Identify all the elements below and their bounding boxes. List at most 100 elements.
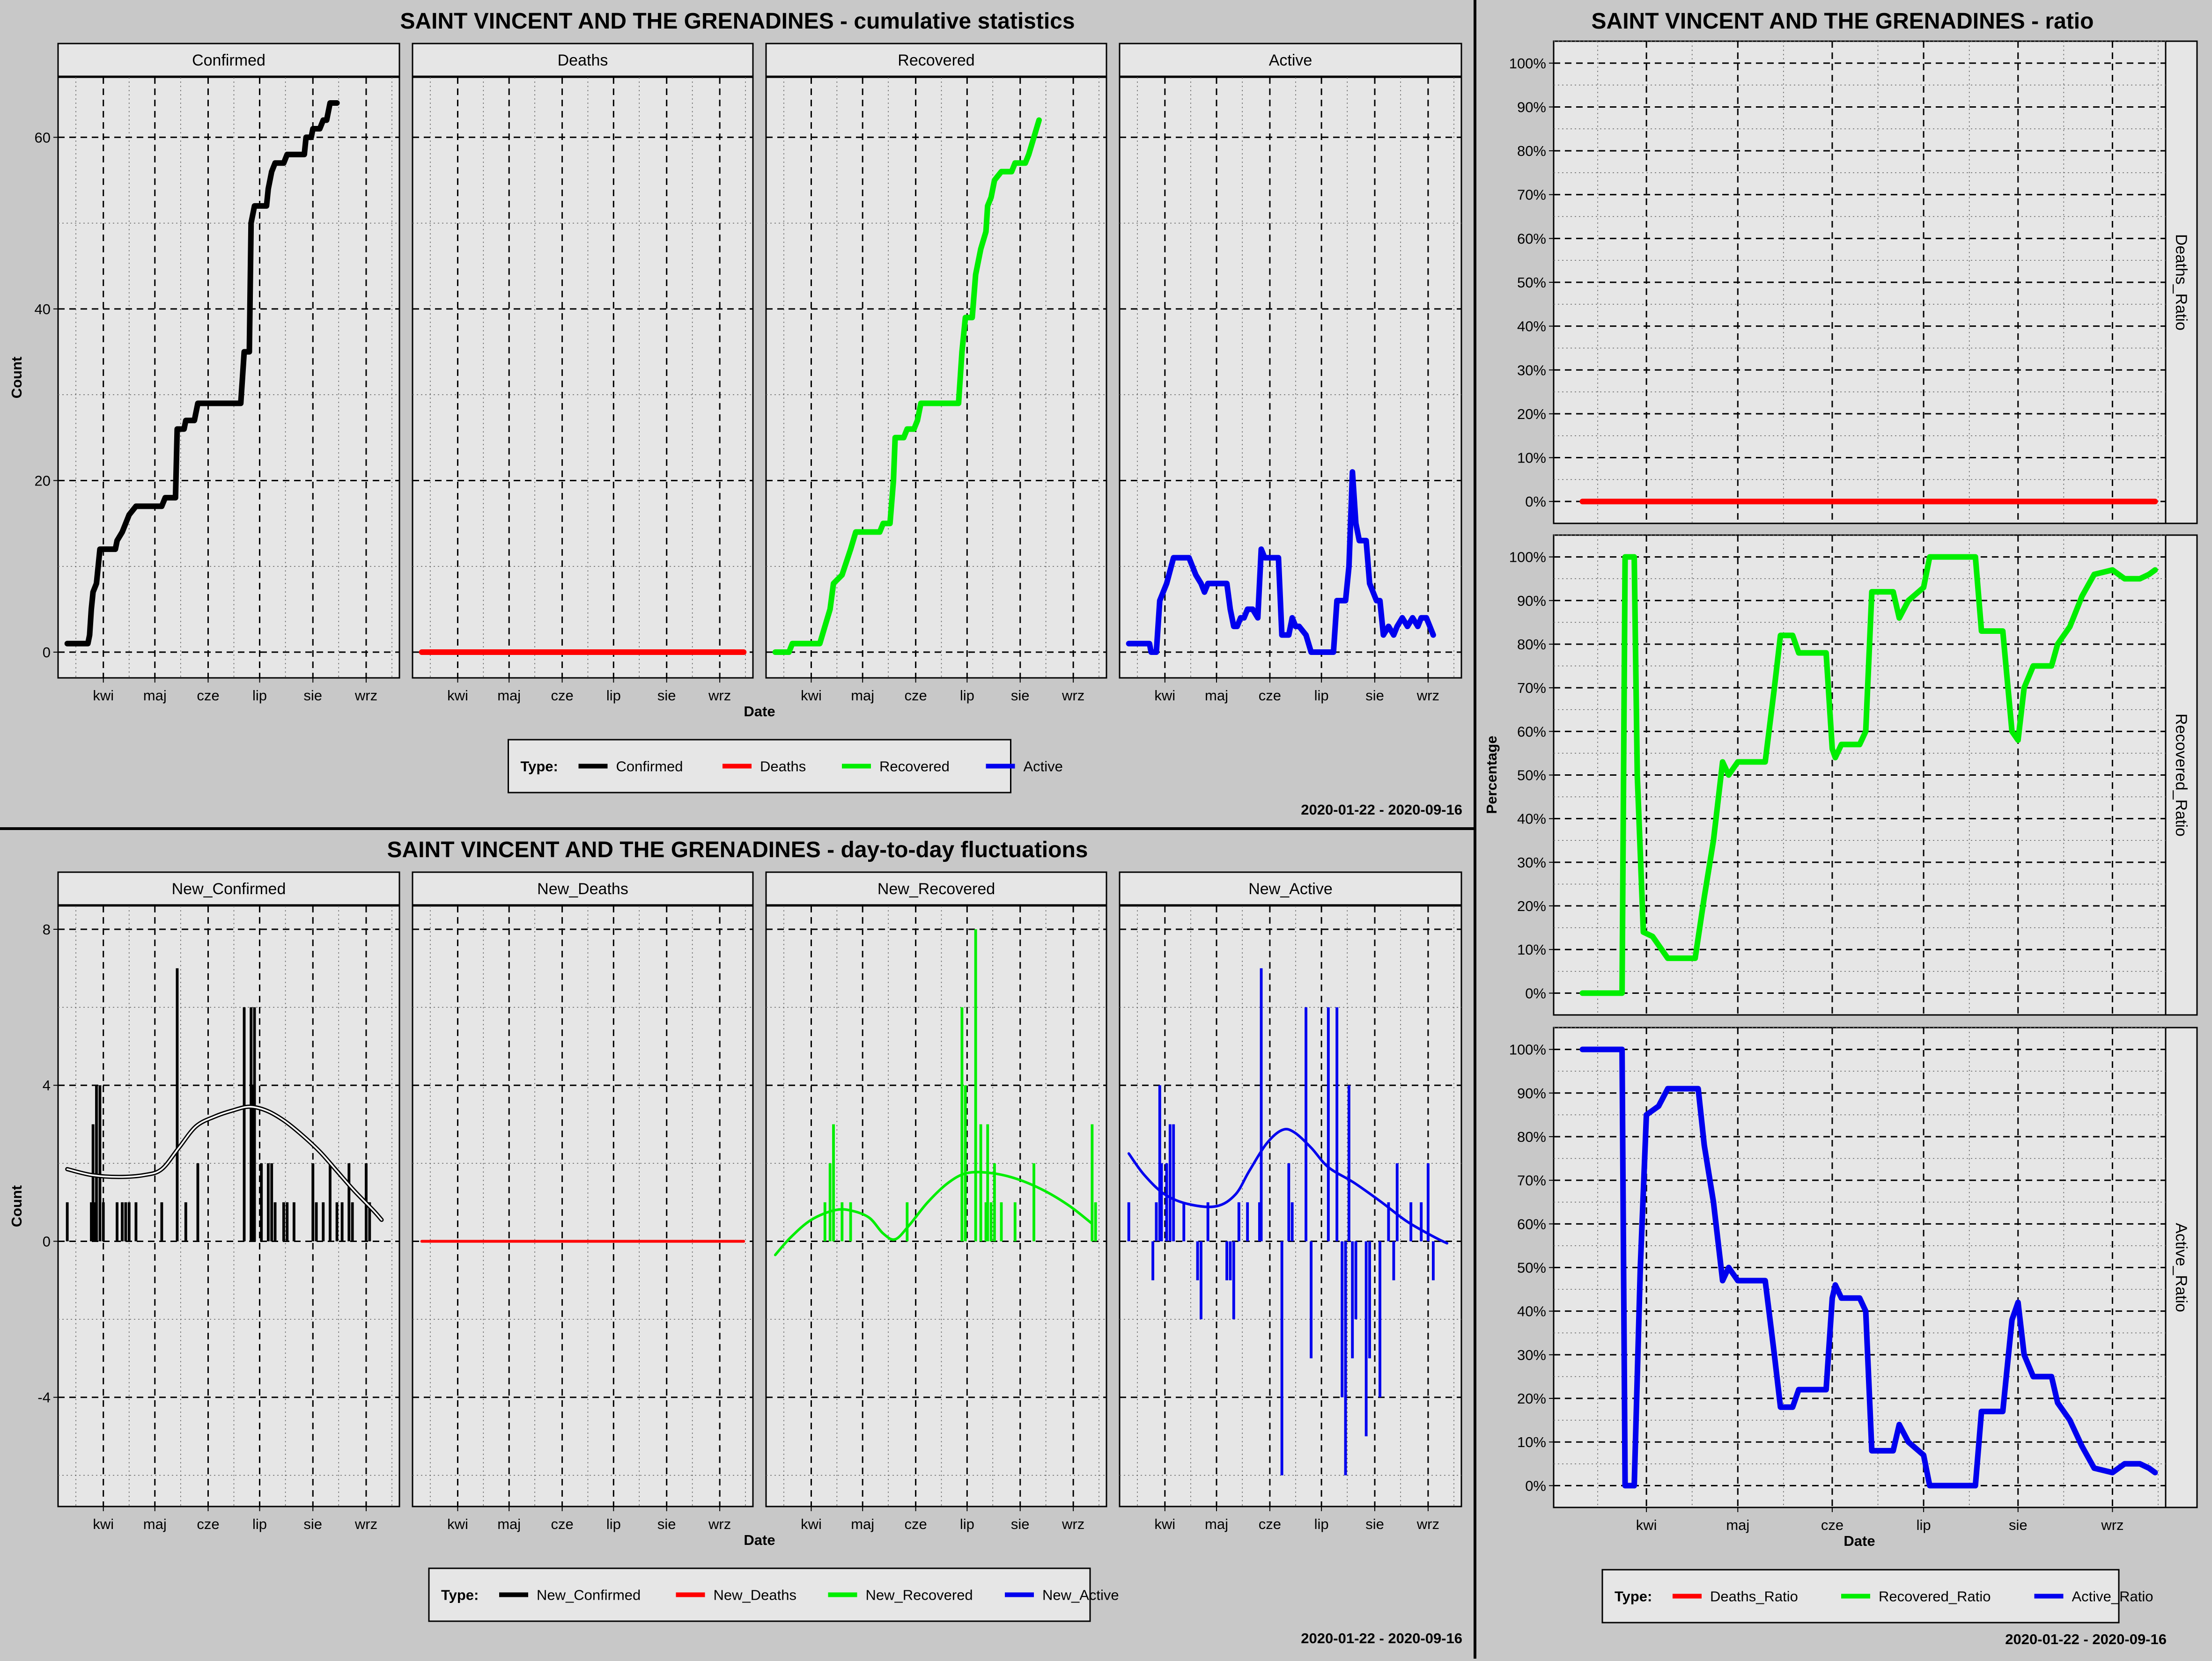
legend: Type: Deaths_Ratio Recovered_Ratio Active_R… — [1601, 1569, 2153, 1624]
bar — [266, 1163, 270, 1242]
legend-label: Deaths_Ratio — [1710, 1588, 1798, 1605]
bar — [1200, 1241, 1202, 1320]
x-tick-label: sie — [1011, 1516, 1030, 1532]
series-line — [64, 100, 340, 647]
bar — [1172, 1124, 1175, 1242]
trend-line — [66, 1106, 383, 1221]
facet-strip — [57, 871, 400, 906]
x-tick-label: maj — [1205, 1516, 1228, 1532]
bar — [1341, 1241, 1344, 1397]
y-tick-label: 10% — [1517, 450, 1546, 466]
bar — [91, 1124, 95, 1242]
bar — [1206, 1202, 1209, 1242]
bar — [1354, 1241, 1357, 1320]
x-tick-label: sie — [1365, 1516, 1384, 1532]
plot-panel — [1119, 905, 1462, 1507]
x-tick-label: cze — [551, 1516, 573, 1532]
bar — [292, 1202, 295, 1242]
bar — [196, 1163, 199, 1242]
x-tick-label: sie — [657, 687, 676, 704]
x-tick-label: wrz — [1416, 1516, 1439, 1532]
y-tick-label: 80% — [1517, 1129, 1546, 1145]
bar — [251, 1085, 254, 1242]
y-tick-label: 0 — [43, 644, 51, 661]
bar — [1327, 1007, 1330, 1242]
x-tick-label: kwi — [93, 687, 114, 704]
facet-confirmed: Confirmed 0 20 40 60 kwi maj cze lip sie wrz — [35, 43, 400, 704]
y-tick-label: 100% — [1509, 549, 1546, 566]
x-tick-label: kwi — [1154, 687, 1175, 704]
x-tick-label: wrz — [354, 1516, 377, 1532]
legend-label: Recovered_Ratio — [1879, 1588, 1991, 1605]
bar — [95, 1085, 98, 1242]
x-axis-label: Date — [1843, 1533, 1875, 1549]
y-tick-label: 0% — [1525, 493, 1546, 510]
x-tick-label: cze — [1259, 687, 1281, 704]
y-tick-label: 50% — [1517, 1260, 1546, 1276]
x-tick-label: wrz — [708, 687, 731, 704]
x-tick-label: lip — [606, 1516, 621, 1532]
bar — [1032, 1163, 1035, 1242]
x-tick-label: cze — [1259, 1516, 1281, 1532]
bar — [984, 1202, 988, 1242]
facet-strip-label: New_Recovered — [877, 880, 995, 898]
bar — [1151, 1241, 1155, 1280]
facet-strip-label: Active_Ratio — [2172, 1223, 2190, 1312]
y-tick-label: 80% — [1517, 636, 1546, 653]
plot-panel — [765, 76, 1107, 679]
date-range: 2020-01-22 - 2020-09-16 — [1301, 801, 1462, 818]
facet-strip — [2165, 534, 2198, 1016]
y-tick-label: -4 — [37, 1389, 51, 1406]
facet-strip-label: Recovered — [898, 51, 974, 69]
bar — [1335, 1007, 1339, 1242]
bar — [116, 1202, 118, 1242]
date-range: 2020-01-22 - 2020-09-16 — [1301, 1630, 1462, 1646]
bar — [1379, 1241, 1381, 1397]
facet-recovered_ratio: Recovered_Ratio 0% 10% 20% 30% 40% 50% 60% 70% 80… — [1509, 534, 2198, 1016]
bar — [1426, 1163, 1430, 1242]
x-tick-label: lip — [1917, 1517, 1931, 1533]
bar — [250, 1007, 253, 1242]
y-tick-label: 0% — [1525, 985, 1546, 1001]
bar — [1013, 1202, 1017, 1242]
legend: Type: Confirmed Deaths Recovered Active — [508, 739, 1063, 794]
x-tick-label: lip — [252, 1516, 267, 1532]
facet-strip — [1119, 43, 1462, 77]
x-tick-label: wrz — [1062, 687, 1084, 704]
y-tick-label: 100% — [1509, 55, 1546, 72]
legend-label: New_Deaths — [714, 1587, 796, 1603]
y-tick-label: 30% — [1517, 854, 1546, 871]
bar — [1258, 1202, 1261, 1242]
y-tick-label: 60% — [1517, 230, 1546, 247]
bar — [823, 1202, 826, 1242]
bar — [1165, 1163, 1168, 1242]
bar — [286, 1202, 289, 1242]
bar — [1310, 1241, 1313, 1359]
bar — [347, 1163, 351, 1242]
y-tick-label: 90% — [1517, 1085, 1546, 1102]
legend-label: Recovered — [879, 758, 950, 775]
bar — [1232, 1241, 1235, 1320]
x-tick-label: kwi — [447, 1516, 468, 1532]
bar — [849, 1202, 852, 1242]
bar — [1387, 1202, 1390, 1242]
bar — [270, 1163, 273, 1242]
bar — [273, 1202, 277, 1242]
y-tick-label: 20% — [1517, 898, 1546, 914]
x-tick-label: sie — [303, 687, 322, 704]
bar — [1290, 1202, 1294, 1242]
facet-strip — [1119, 871, 1462, 906]
x-tick-label: cze — [1821, 1517, 1843, 1533]
chart-title: SAINT VINCENT AND THE GRENADINES - cumul… — [400, 9, 1075, 34]
legend-label: Confirmed — [616, 758, 683, 775]
x-axis-label: Date — [744, 703, 775, 720]
bar — [964, 1085, 967, 1242]
x-tick-label: kwi — [93, 1516, 114, 1532]
bar — [184, 1202, 187, 1242]
bar — [1364, 1241, 1368, 1437]
series-line — [772, 117, 1042, 655]
x-tick-label: maj — [143, 1516, 167, 1532]
x-tick-label: wrz — [1416, 687, 1439, 704]
facet-new_confirmed: New_Confirmed -4 0 4 8 kwi maj cze lip sie wrz — [37, 871, 400, 1532]
